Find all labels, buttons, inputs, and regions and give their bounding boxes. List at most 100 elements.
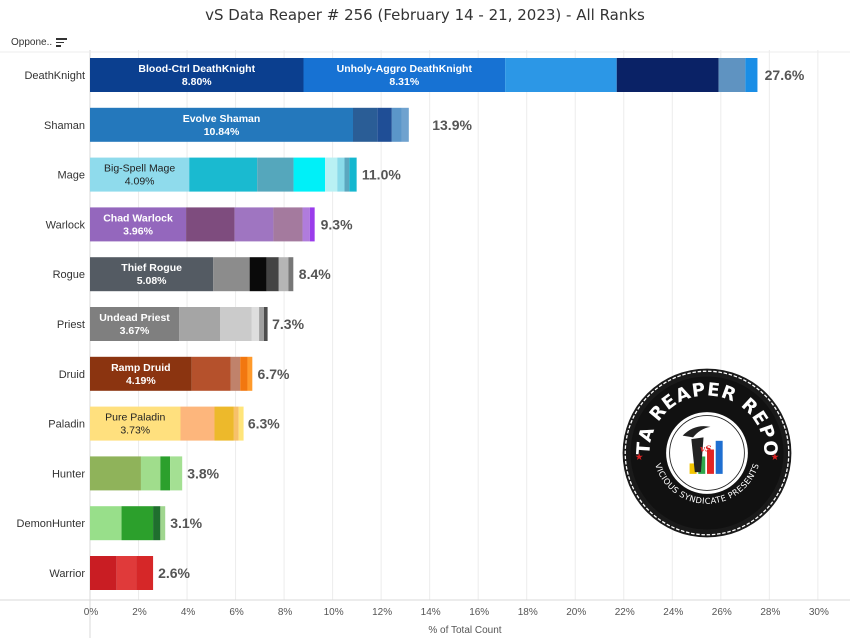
segment-percent-label: 3.67%	[120, 325, 150, 337]
bar-segment[interactable]	[249, 257, 267, 292]
bar-segment[interactable]	[121, 506, 154, 541]
bar-total-label: 9.3%	[321, 216, 353, 232]
bar-segment[interactable]	[251, 307, 260, 341]
bar-segment[interactable]	[90, 58, 304, 92]
bar-total-label: 6.3%	[248, 416, 280, 432]
bar-segment[interactable]	[349, 157, 357, 192]
bar-segment[interactable]	[170, 456, 183, 491]
bar-segment[interactable]	[718, 58, 746, 92]
segment-label: Pure Paladin	[105, 412, 165, 424]
bar-total-label: 13.9%	[432, 117, 472, 133]
category-label[interactable]: DeathKnight	[24, 70, 85, 82]
bar-segment[interactable]	[116, 556, 137, 590]
sort-icon[interactable]	[56, 38, 68, 47]
segment-label: Big-Spell Mage	[104, 163, 175, 175]
bar-segment[interactable]	[257, 157, 294, 192]
bar-segment[interactable]	[745, 58, 758, 92]
segment-label: Ramp Druid	[111, 362, 171, 374]
bar-segment[interactable]	[353, 107, 378, 142]
bar-total-label: 27.6%	[765, 67, 805, 83]
bar-segment[interactable]	[90, 307, 180, 341]
logo-reaper-icon	[682, 426, 711, 473]
bar-segment[interactable]	[220, 307, 252, 341]
x-tick-label: 6%	[229, 607, 244, 618]
bar-segment[interactable]	[230, 356, 241, 391]
bar-segment[interactable]	[180, 406, 215, 441]
segment-label: Evolve Shaman	[183, 113, 261, 125]
category-label[interactable]: Mage	[57, 170, 85, 182]
bar-segment[interactable]	[401, 107, 409, 142]
x-tick-label: 8%	[278, 607, 293, 618]
bar-segment[interactable]	[213, 257, 250, 292]
bar-segment[interactable]	[309, 207, 315, 242]
logo-star-right-icon: ★	[771, 452, 780, 463]
bar-segment[interactable]	[179, 307, 221, 341]
bar-segment[interactable]	[234, 207, 274, 242]
bars	[90, 58, 758, 590]
category-label[interactable]: Warrior	[49, 568, 85, 580]
bar-segment[interactable]	[293, 157, 326, 192]
bar-segment[interactable]	[302, 207, 310, 242]
bar-segment[interactable]	[90, 356, 192, 391]
bar-segment[interactable]	[505, 58, 617, 92]
bar-segment[interactable]	[140, 456, 161, 491]
bar-segment[interactable]	[189, 157, 258, 192]
bar-segment[interactable]	[90, 257, 214, 292]
category-label[interactable]: Priest	[57, 319, 85, 331]
category-label[interactable]: Shaman	[44, 120, 85, 132]
bar-segment[interactable]	[391, 107, 402, 142]
bar-segment[interactable]	[240, 356, 248, 391]
category-label[interactable]: Hunter	[52, 468, 85, 480]
segment-percent-label: 5.08%	[137, 275, 167, 287]
x-tick-label: 28%	[760, 607, 780, 618]
bar-segment[interactable]	[214, 406, 234, 441]
bar-segment[interactable]	[90, 556, 117, 590]
segment-percent-label: 8.31%	[389, 76, 419, 88]
bar-segment[interactable]	[263, 307, 268, 341]
bar-segment[interactable]	[247, 356, 253, 391]
x-tick-label: 18%	[518, 607, 538, 618]
category-label[interactable]: Paladin	[48, 419, 85, 431]
bar-segment[interactable]	[288, 257, 294, 292]
category-label[interactable]: DemonHunter	[17, 518, 86, 530]
bar-segment[interactable]	[160, 456, 171, 491]
category-label[interactable]: Warlock	[46, 219, 86, 231]
bar-segment[interactable]	[160, 506, 166, 541]
bar-segment[interactable]	[337, 157, 345, 192]
bar-segment[interactable]	[325, 157, 338, 192]
bar-segment[interactable]	[303, 58, 506, 92]
bar-segment[interactable]	[278, 257, 289, 292]
data-reaper-report-logo: DATA REAPER REPORT VICIOUS SYNDICATE PRE…	[620, 366, 792, 538]
bar-segment[interactable]	[259, 307, 264, 341]
segment-percent-label: 3.73%	[120, 425, 150, 437]
bar-segment[interactable]	[266, 257, 279, 292]
bar-segment[interactable]	[186, 207, 235, 242]
x-tick-label: 4%	[181, 607, 196, 618]
bar-segment[interactable]	[233, 406, 239, 441]
bar-segment[interactable]	[90, 207, 187, 242]
x-tick-label: 0%	[84, 607, 99, 618]
bar-segment[interactable]	[90, 107, 354, 142]
chart-title: vS Data Reaper # 256 (February 14 - 21, …	[205, 6, 645, 24]
segment-percent-label: 4.19%	[126, 375, 156, 387]
bar-segment[interactable]	[377, 107, 392, 142]
bar-segment[interactable]	[90, 456, 141, 491]
bar-segment[interactable]	[344, 157, 350, 192]
bar-segment[interactable]	[191, 356, 231, 391]
bar-segment[interactable]	[238, 406, 244, 441]
opponent-field-header[interactable]: Oppone..	[11, 37, 68, 48]
bar-segment[interactable]	[136, 556, 154, 590]
bar-segment[interactable]	[616, 58, 719, 92]
bar-total-label: 7.3%	[272, 316, 304, 332]
bar-total-label: 11.0%	[362, 167, 401, 183]
category-label[interactable]: Druid	[59, 369, 85, 381]
bar-segment[interactable]	[153, 506, 161, 541]
x-tick-label: 20%	[566, 607, 586, 618]
bar-segment[interactable]	[90, 506, 122, 541]
bar-segment[interactable]	[90, 157, 190, 192]
category-label[interactable]: Rogue	[53, 269, 85, 281]
x-tick-label: 12%	[372, 607, 392, 618]
bar-segment[interactable]	[273, 207, 303, 242]
bar-segment[interactable]	[90, 406, 181, 441]
